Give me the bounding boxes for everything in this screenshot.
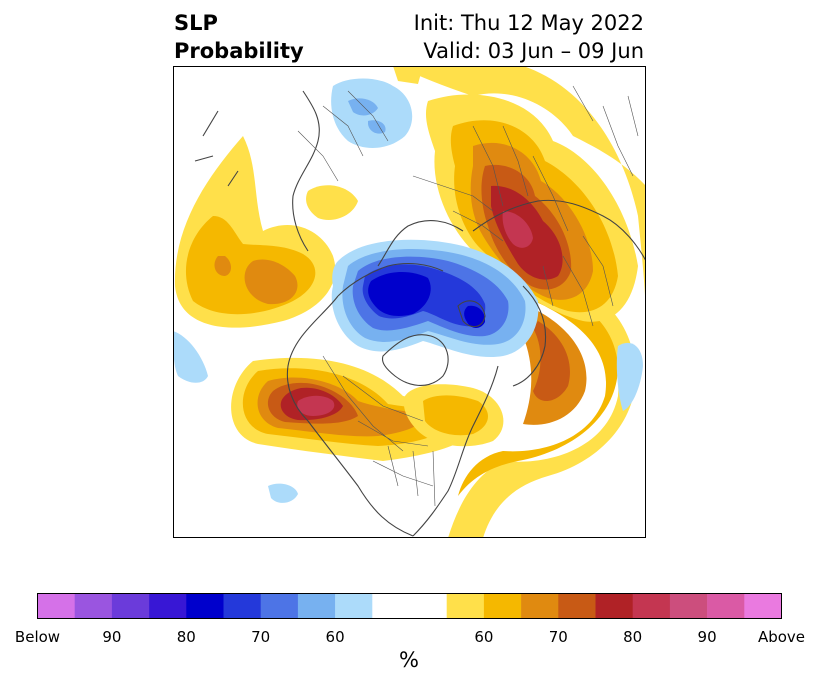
colorbar-cell [558, 593, 596, 619]
title-line-2: Probability [174, 39, 304, 63]
colorbar-cells [37, 593, 782, 619]
colorbar-cell [74, 593, 113, 619]
map-frame [173, 66, 646, 538]
borders [297, 85, 639, 507]
colorbar-cell [744, 593, 782, 619]
colorbar-cell [149, 593, 187, 619]
alaska-aleutian-below [331, 78, 413, 148]
north-edge-above [393, 66, 423, 84]
colorbar-frame [37, 593, 782, 619]
colorbar-cell [632, 593, 671, 619]
colorbar-cell [707, 593, 745, 619]
title-line-1: SLP [174, 11, 218, 35]
colorbar-tick-label: 60 [325, 628, 345, 646]
colorbar-unit: % [399, 648, 419, 672]
colorbar-cell [37, 593, 75, 619]
colorbar-tick-label: Below [14, 628, 61, 646]
colorbar-tick-label: 90 [102, 628, 122, 646]
eastern-siberia-above [398, 66, 646, 326]
colorbar-tick-label: 80 [623, 628, 643, 646]
colorbar-cell [595, 593, 633, 619]
colorbar-cell [186, 593, 224, 619]
colorbar-tick-label: 70 [548, 628, 568, 646]
map-title: SLP Probability [174, 9, 304, 65]
west-europe-below [173, 331, 643, 503]
north-atlantic-above [403, 271, 636, 538]
below-normal-regions [173, 78, 643, 503]
probability-map [173, 66, 646, 538]
north-pacific-above [174, 136, 336, 328]
above-normal-regions [174, 66, 646, 538]
coastlines [194, 90, 646, 537]
colorbar-tick-label: 80 [176, 628, 196, 646]
colorbar-cell [483, 593, 522, 619]
colorbar-tick-label: 90 [697, 628, 717, 646]
colorbar-tick-label: 70 [251, 628, 271, 646]
colorbar-cell [521, 593, 559, 619]
init-date: Init: Thu 12 May 2022 [413, 11, 644, 35]
colorbar-cell [669, 593, 708, 619]
colorbar-cell [111, 593, 150, 619]
colorbar-cell [446, 593, 485, 619]
validity-info: Init: Thu 12 May 2022 Valid: 03 Jun – 09… [414, 9, 644, 65]
colorbar-cell [260, 593, 299, 619]
colorbar-cell [372, 593, 447, 619]
valid-range: Valid: 03 Jun – 09 Jun [423, 39, 644, 63]
colorbar [37, 593, 782, 619]
canada-arctic-above [306, 185, 358, 221]
colorbar-tick-label: 60 [474, 628, 494, 646]
colorbar-cell [335, 593, 373, 619]
colorbar-tick-label: Above [757, 628, 806, 646]
colorbar-cell [223, 593, 261, 619]
arctic-ocean-below [331, 239, 539, 358]
colorbar-cell [297, 593, 336, 619]
